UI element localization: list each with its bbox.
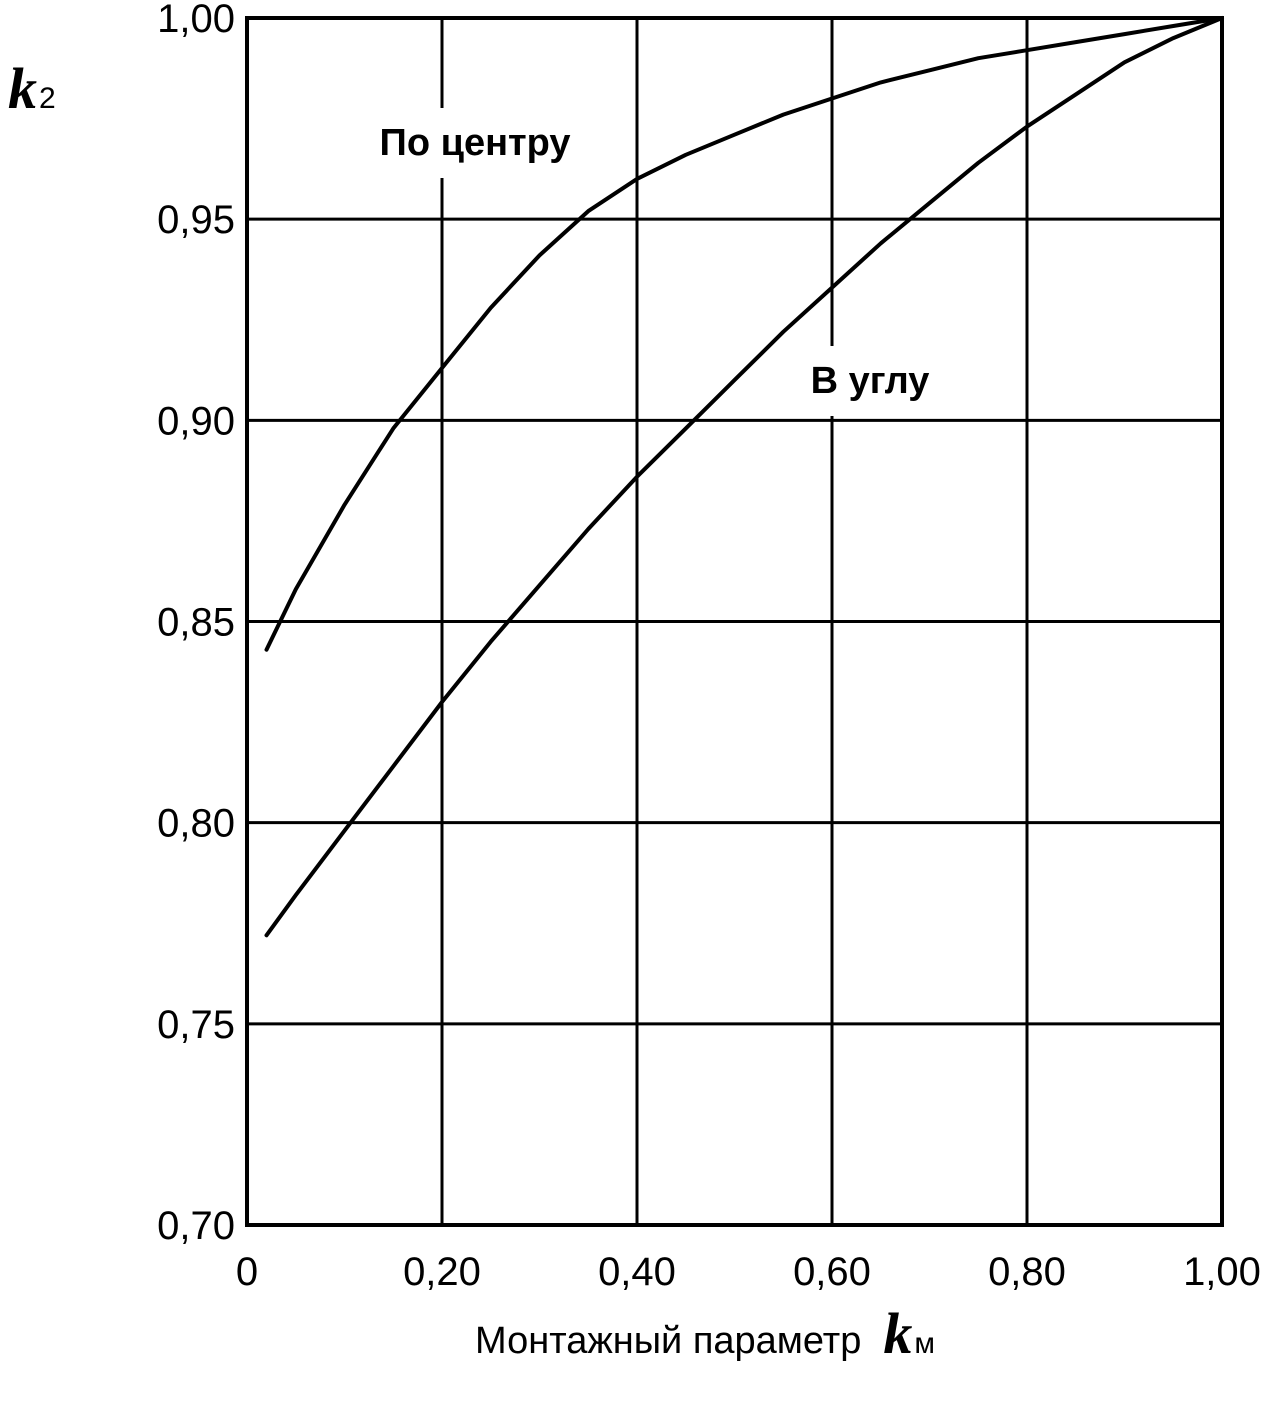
- y-tick-label: 0,95: [157, 198, 235, 242]
- x-axis-subscript: м: [914, 1327, 935, 1360]
- x-tick-label: 1,00: [1183, 1250, 1261, 1294]
- x-axis-symbol: k: [883, 1301, 912, 1366]
- series-label-corner-background: [792, 346, 948, 416]
- y-axis-title: k2: [8, 56, 56, 121]
- tick-labels: 0,70 0,75 0,80 0,85 0,90 0,95 1,00 0 0,20 0,40 0,6…: [157, 0, 1261, 1294]
- x-axis-label: Монтажный параметр: [475, 1320, 861, 1362]
- y-axis-subscript: 2: [39, 82, 56, 115]
- series-lines: [264, 16, 1224, 938]
- x-tick-label: 0,60: [793, 1250, 871, 1294]
- y-tick-label: 0,75: [157, 1003, 235, 1047]
- series-line-center: [264, 16, 1224, 652]
- grid: [245, 16, 1224, 1227]
- x-tick-label: 0,40: [598, 1250, 676, 1294]
- series-label-center-background: [361, 108, 589, 178]
- y-tick-label: 0,70: [157, 1204, 235, 1248]
- plot-frame: [245, 16, 1224, 1227]
- series-line-corner: [264, 16, 1224, 938]
- y-tick-label: 1,00: [157, 0, 235, 41]
- series-label-center: По центру: [380, 122, 571, 164]
- x-axis-title: Монтажный параметр kм: [475, 1301, 935, 1366]
- y-tick-label: 0,90: [157, 399, 235, 443]
- x-tick-label: 0: [236, 1250, 258, 1294]
- y-tick-label: 0,80: [157, 802, 235, 846]
- y-axis-symbol: k: [8, 56, 37, 121]
- series-label-corner: В углу: [811, 360, 930, 402]
- x-tick-label: 0,20: [403, 1250, 481, 1294]
- y-tick-label: 0,85: [157, 601, 235, 645]
- series-labels: По центру В углу: [361, 108, 948, 416]
- x-tick-label: 0,80: [988, 1250, 1066, 1294]
